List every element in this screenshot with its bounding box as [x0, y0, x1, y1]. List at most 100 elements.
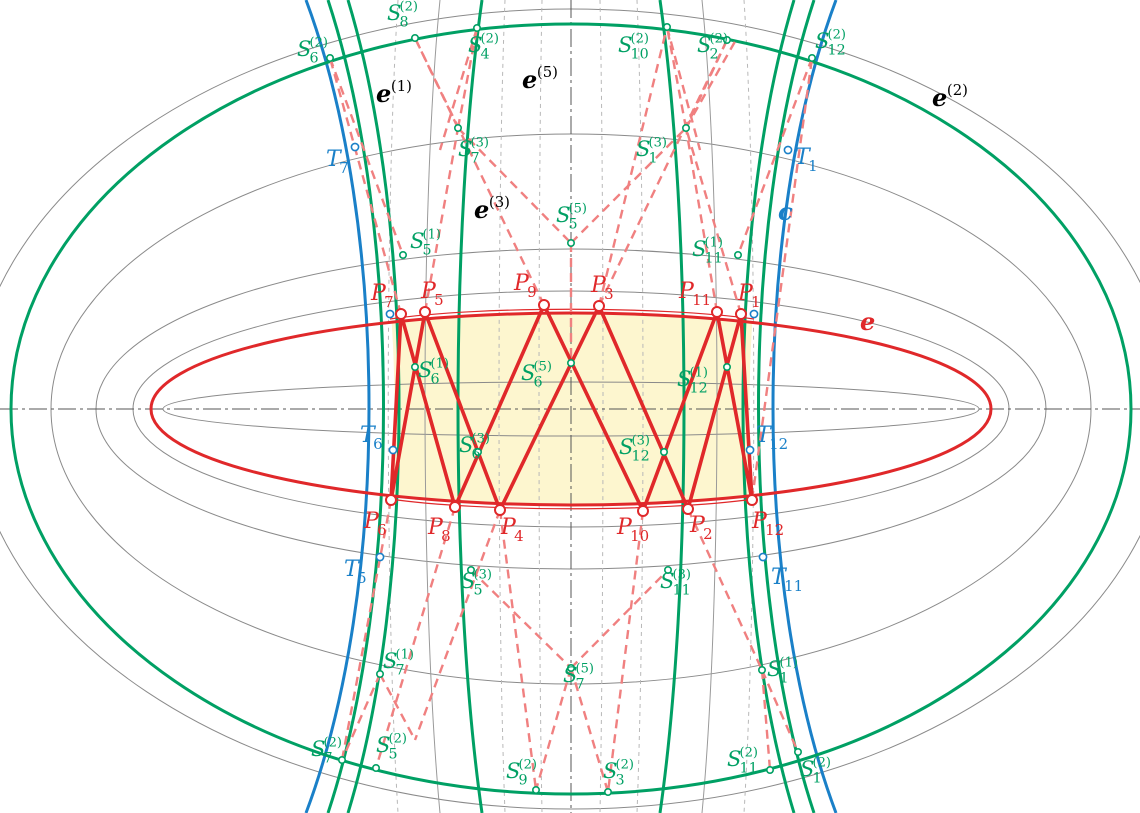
svg-text:P: P: [363, 509, 380, 534]
svg-text:e: e: [932, 83, 947, 112]
gray-hyperbola: [636, 0, 644, 813]
dashed-segment: [597, 26, 669, 307]
intersection-point-marker: [722, 35, 731, 44]
svg-text:1: 1: [808, 157, 818, 175]
p-label: P2: [689, 513, 713, 543]
svg-text:P: P: [370, 281, 387, 306]
intersection-point-marker: [371, 763, 380, 772]
svg-text:(1): (1): [396, 648, 414, 663]
svg-text:S: S: [692, 237, 706, 261]
ellipse-e2: [9, 22, 1133, 796]
t-label: T5: [344, 557, 367, 587]
dashed-segment: [760, 669, 772, 771]
intersection-point-marker: [472, 23, 481, 32]
tangent-point-marker: [783, 145, 793, 155]
s-label: S(2)10: [618, 32, 649, 63]
svg-text:7: 7: [576, 677, 585, 693]
dashed-segment: [457, 127, 572, 244]
svg-text:11: 11: [740, 761, 758, 777]
point-markers: [325, 22, 816, 796]
svg-text:S: S: [458, 137, 472, 161]
dashed-segment: [340, 673, 382, 761]
svg-text:T: T: [795, 145, 812, 170]
svg-text:P: P: [751, 509, 768, 534]
svg-text:(1): (1): [423, 228, 441, 243]
svg-text:6: 6: [534, 375, 543, 391]
svg-text:(2): (2): [631, 32, 649, 47]
svg-text:P: P: [513, 271, 530, 296]
ellipse-e-outer: [149, 311, 993, 507]
t-label: T12: [756, 423, 788, 453]
dashed-segment: [534, 667, 573, 791]
svg-text:1: 1: [649, 151, 658, 167]
p-label: P12: [751, 509, 784, 539]
svg-text:(3): (3): [489, 193, 510, 211]
caustic-left-branch: [304, 0, 371, 813]
green-hyperbolas: [326, 0, 816, 813]
dashed-segment: [665, 26, 688, 129]
s-label: S(3)5: [461, 568, 492, 599]
svg-text:10: 10: [631, 47, 649, 63]
svg-text:7: 7: [339, 159, 349, 177]
svg-text:P: P: [590, 273, 607, 298]
gray-hyperbola: [599, 0, 604, 813]
svg-text:8: 8: [400, 15, 409, 31]
svg-text:5: 5: [474, 583, 483, 599]
s-label: S(2)3: [603, 758, 634, 789]
svg-text:S: S: [311, 737, 325, 761]
svg-text:(2): (2): [813, 756, 831, 771]
intersection-point-marker: [733, 251, 742, 260]
p-label: P10: [616, 515, 649, 545]
svg-text:S: S: [815, 29, 829, 53]
hyperbola-e1-right: [757, 0, 816, 813]
s-label: S(3)1: [636, 136, 667, 167]
svg-text:S: S: [506, 759, 520, 783]
intersection-point-marker: [659, 447, 668, 456]
gray-hyperbola: [743, 0, 755, 813]
svg-text:12: 12: [828, 43, 846, 59]
s-label: S(3)12: [619, 434, 650, 465]
s-label: S(3)6: [459, 432, 490, 463]
s-label: S(5)5: [556, 202, 587, 233]
s-label: S(2)6: [297, 36, 328, 67]
svg-text:S: S: [603, 759, 617, 783]
svg-text:3: 3: [616, 773, 625, 789]
p-label: P1: [737, 281, 761, 311]
svg-text:6: 6: [377, 521, 387, 539]
svg-text:S: S: [677, 367, 691, 391]
intersection-point-marker: [410, 362, 419, 371]
vertex-point-marker: [395, 308, 407, 320]
s-label: S(3)7: [458, 136, 489, 167]
hyperbola-e3-right: [658, 0, 686, 813]
svg-text:1: 1: [780, 671, 789, 687]
intersection-point-marker: [337, 755, 346, 764]
intersection-point-marker: [398, 251, 407, 260]
p-label: P6: [363, 509, 387, 539]
svg-text:(5): (5): [569, 202, 587, 217]
svg-text:S: S: [800, 757, 814, 781]
vertex-point-marker: [682, 503, 694, 515]
intersection-point-marker: [466, 565, 475, 574]
svg-text:T: T: [326, 147, 343, 172]
svg-text:6: 6: [373, 435, 383, 453]
intersection-point-marker: [722, 362, 731, 371]
hyperbola-e3b-left: [346, 0, 401, 813]
intersection-point-marker: [410, 33, 419, 42]
s-label: S(1)7: [383, 648, 414, 679]
svg-text:11: 11: [784, 577, 803, 595]
svg-text:(2): (2): [481, 32, 499, 47]
svg-text:S: S: [468, 33, 482, 57]
svg-text:S: S: [563, 663, 577, 687]
svg-text:5: 5: [569, 217, 578, 233]
svg-text:P: P: [689, 513, 706, 538]
svg-text:c: c: [778, 197, 793, 226]
dashed-segment: [374, 506, 457, 769]
s-label: S(2)8: [387, 0, 418, 31]
vertex-point-marker: [538, 299, 550, 311]
s-label: S(2)9: [506, 758, 537, 789]
svg-text:7: 7: [396, 663, 405, 679]
svg-text:11: 11: [692, 291, 711, 309]
svg-text:S: S: [767, 657, 781, 681]
vertex-point-marker: [746, 494, 758, 506]
dashed-segment: [378, 673, 417, 741]
